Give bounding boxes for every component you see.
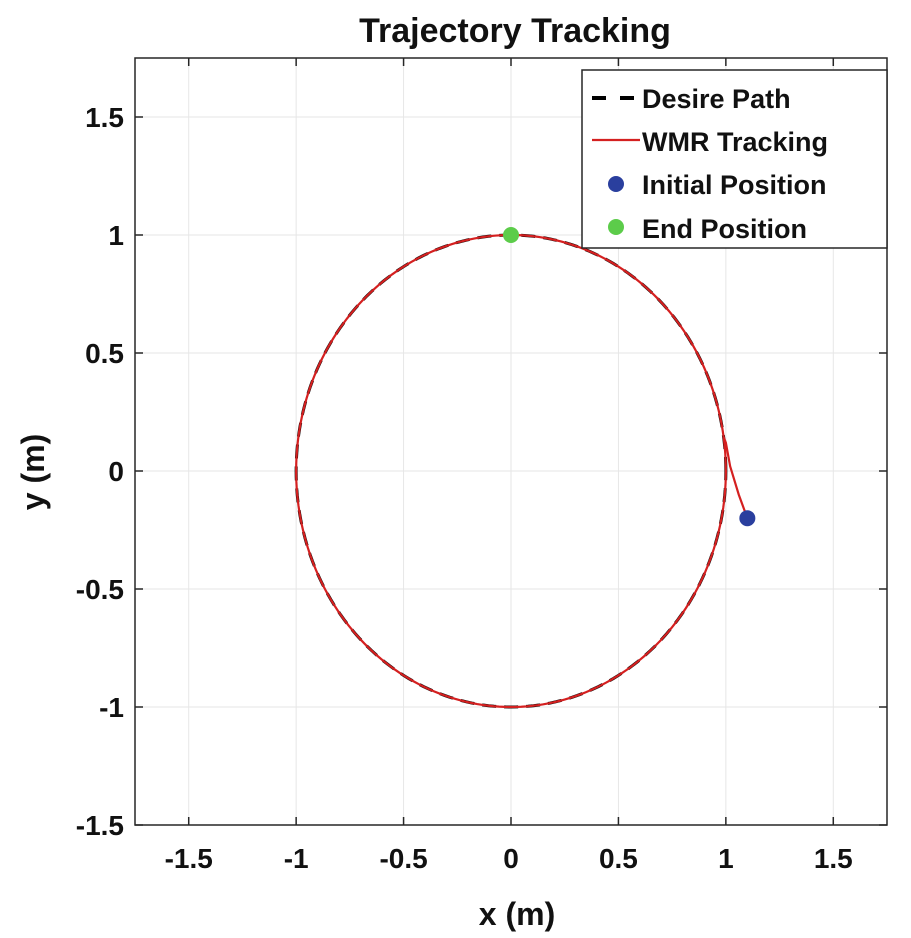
- initial-position-marker: [739, 510, 756, 527]
- legend: Desire Path WMR Tracking Initial Positio…: [581, 69, 888, 249]
- y-tick-label: -0.5: [76, 574, 124, 605]
- y-tick-label: -1.5: [76, 810, 124, 841]
- plot-area: [294, 227, 756, 709]
- y-tick-label: 1: [108, 220, 124, 251]
- wmr-tracking-line: [295, 233, 749, 709]
- x-tick-label: 1.5: [814, 843, 853, 874]
- x-tick-label: 1: [718, 843, 734, 874]
- legend-label-initial-position: Initial Position: [642, 170, 827, 200]
- x-axis-label: x (m): [479, 896, 555, 932]
- y-tick-label: 0: [108, 456, 124, 487]
- y-axis-label: y (m): [15, 434, 51, 510]
- end-position-marker: [503, 227, 519, 243]
- legend-key-end-position: [608, 219, 624, 235]
- legend-key-initial-position: [608, 176, 624, 192]
- y-tick-label: 1.5: [85, 102, 124, 133]
- legend-label-desired-path: Desire Path: [642, 84, 791, 114]
- x-tick-label: -0.5: [379, 843, 427, 874]
- y-tick-label: -1: [99, 692, 124, 723]
- legend-label-wmr-tracking: WMR Tracking: [642, 127, 828, 157]
- x-tick-label: 0.5: [599, 843, 638, 874]
- chart-title: Trajectory Tracking: [359, 12, 671, 50]
- legend-label-end-position: End Position: [642, 214, 807, 244]
- y-tick-label: 0.5: [85, 338, 124, 369]
- y-tick-labels: -1.5 -1 -0.5 0 0.5 1 1.5: [76, 102, 124, 841]
- x-tick-labels: -1.5 -1 -0.5 0 0.5 1 1.5: [165, 843, 853, 874]
- x-tick-label: -1.5: [165, 843, 213, 874]
- x-tick-label: -1: [284, 843, 309, 874]
- x-tick-label: 0: [503, 843, 519, 874]
